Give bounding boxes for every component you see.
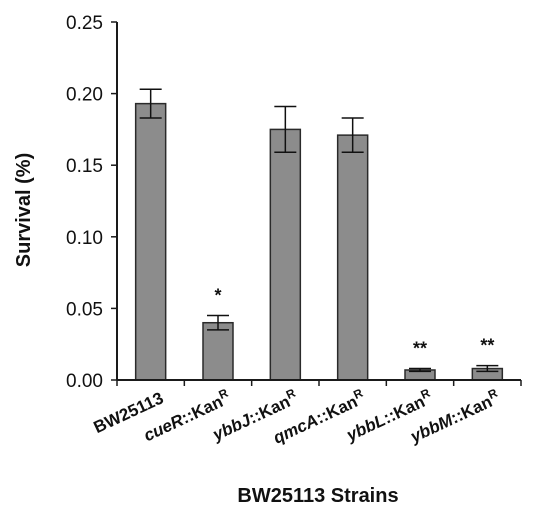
bar bbox=[336, 134, 369, 381]
error-bar bbox=[274, 105, 297, 154]
bar bbox=[202, 321, 234, 381]
error-bar bbox=[207, 314, 229, 331]
y-tick-label: 0.20 bbox=[66, 85, 103, 106]
y-axis: 0.00 0.05 0.10 0.15 0.20 0.25 bbox=[66, 13, 118, 392]
y-tick-label: 0.25 bbox=[66, 13, 103, 34]
bars: *** ** bbox=[134, 88, 504, 381]
significance-marker: * bbox=[214, 286, 221, 306]
x-tick-label-suffix: ::Kan bbox=[448, 392, 495, 428]
error-bar bbox=[139, 88, 162, 119]
y-tick-label: 0.00 bbox=[66, 371, 103, 392]
error-bar bbox=[476, 364, 499, 373]
x-tick-label-gene: ybbL bbox=[343, 410, 389, 445]
x-axis-title: BW25113 Strains bbox=[237, 485, 398, 507]
y-tick-label: 0.15 bbox=[66, 156, 103, 177]
significance-marker: ** bbox=[480, 336, 494, 356]
y-axis-title: Survival (%) bbox=[13, 153, 35, 267]
significance-marker: ** bbox=[413, 339, 427, 359]
bar bbox=[269, 128, 302, 381]
y-tick-label: 0.05 bbox=[66, 299, 103, 320]
error-bar bbox=[409, 367, 431, 373]
x-axis: BW25113cueR::KanRybbJ::KanRqmcA::KanRybb… bbox=[91, 379, 522, 448]
bar bbox=[134, 102, 167, 381]
y-tick-label: 0.10 bbox=[66, 228, 103, 249]
error-bar bbox=[341, 117, 364, 154]
